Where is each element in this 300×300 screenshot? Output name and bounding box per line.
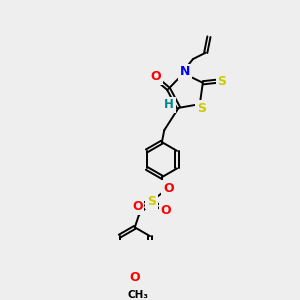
Text: O: O <box>150 70 161 83</box>
Text: S: S <box>197 102 206 115</box>
Text: N: N <box>180 65 190 78</box>
Text: H: H <box>164 98 174 111</box>
Text: S: S <box>147 195 156 208</box>
Text: S: S <box>218 75 226 88</box>
Text: CH₃: CH₃ <box>128 290 148 300</box>
Text: O: O <box>130 271 140 284</box>
Text: O: O <box>132 200 142 213</box>
Text: O: O <box>160 204 171 217</box>
Text: O: O <box>163 182 174 195</box>
